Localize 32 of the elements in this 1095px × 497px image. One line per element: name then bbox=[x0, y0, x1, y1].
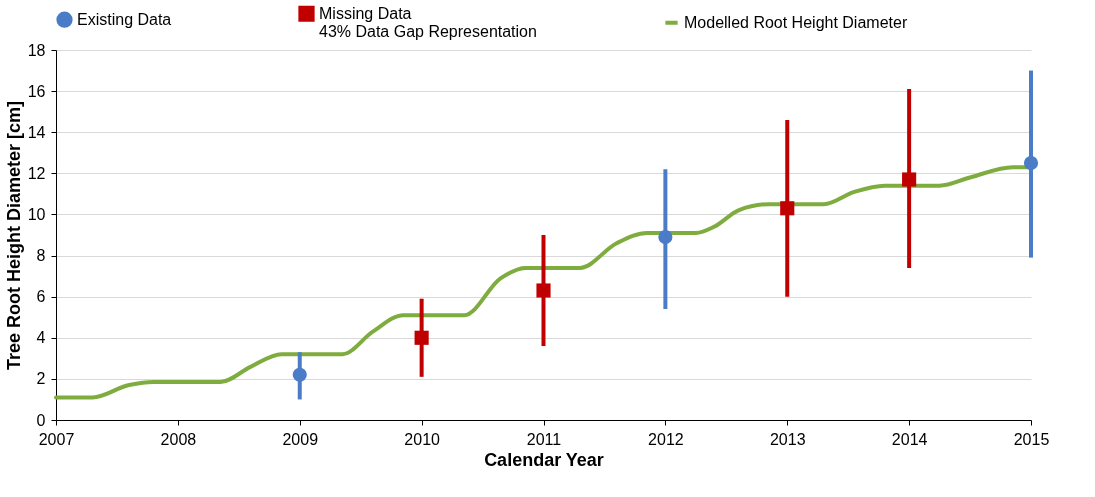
point bbox=[414, 330, 429, 345]
y-tick-label: 16 bbox=[27, 82, 46, 100]
point bbox=[1023, 156, 1039, 171]
y-tick-label: 4 bbox=[36, 329, 46, 347]
y-axis-title: Tree Root Height Diameter [cm] bbox=[3, 100, 24, 371]
y-tick-label: 10 bbox=[27, 205, 46, 223]
point bbox=[902, 172, 917, 187]
y-tick-label: 6 bbox=[36, 288, 46, 306]
y-tick-label: 12 bbox=[27, 164, 46, 182]
x-tick-label: 2009 bbox=[282, 430, 319, 448]
legend-label: Modelled Root Height Diameter bbox=[684, 13, 908, 31]
x-tick-label: 2015 bbox=[1013, 430, 1050, 448]
legend-label: Missing Data bbox=[319, 4, 412, 22]
x-tick-label: 2011 bbox=[526, 430, 562, 448]
x-tick-label: 2012 bbox=[648, 430, 684, 448]
y-tick-label: 2 bbox=[36, 370, 46, 388]
y-tick-label: 8 bbox=[36, 247, 46, 265]
point bbox=[780, 201, 795, 216]
x-axis-title: Calendar Year bbox=[484, 449, 604, 470]
x-tick-label: 2010 bbox=[404, 430, 441, 448]
y-tick-label: 18 bbox=[27, 41, 46, 59]
x-tick-label: 2007 bbox=[38, 430, 75, 448]
x-tick-label: 2014 bbox=[891, 430, 928, 448]
legend-label: Existing Data bbox=[77, 10, 172, 28]
x-tick-label: 2013 bbox=[769, 430, 806, 448]
y-tick-label: 14 bbox=[27, 123, 46, 141]
point bbox=[658, 230, 673, 245]
text: 43% Data Gap Representation bbox=[319, 22, 537, 40]
point bbox=[292, 367, 307, 382]
y-tick-label: 0 bbox=[36, 411, 46, 429]
point bbox=[536, 283, 551, 298]
x-tick-label: 2008 bbox=[160, 430, 197, 448]
